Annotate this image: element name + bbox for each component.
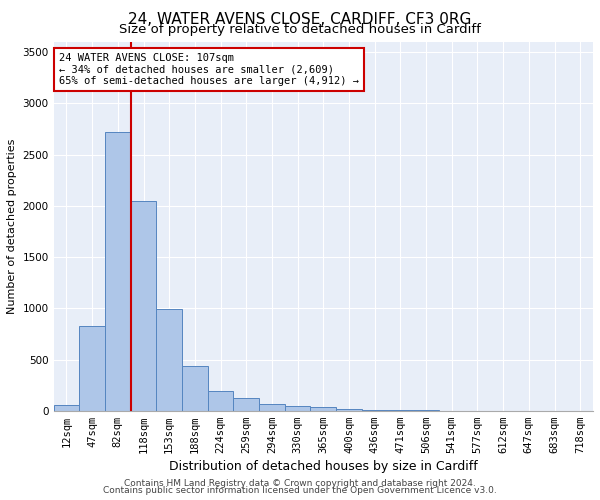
- Bar: [79, 326, 105, 411]
- Bar: [362, 410, 388, 411]
- Y-axis label: Number of detached properties: Number of detached properties: [7, 138, 17, 314]
- Bar: [157, 310, 182, 411]
- Bar: [285, 406, 310, 411]
- Text: Contains HM Land Registry data © Crown copyright and database right 2024.: Contains HM Land Registry data © Crown c…: [124, 478, 476, 488]
- Bar: [259, 404, 285, 411]
- Text: Size of property relative to detached houses in Cardiff: Size of property relative to detached ho…: [119, 22, 481, 36]
- Bar: [208, 391, 233, 411]
- Bar: [53, 405, 79, 411]
- Text: Contains public sector information licensed under the Open Government Licence v3: Contains public sector information licen…: [103, 486, 497, 495]
- Bar: [310, 407, 336, 411]
- Text: 24, WATER AVENS CLOSE, CARDIFF, CF3 0RG: 24, WATER AVENS CLOSE, CARDIFF, CF3 0RG: [128, 12, 472, 28]
- Bar: [182, 366, 208, 411]
- Bar: [233, 398, 259, 411]
- Bar: [105, 132, 131, 411]
- Text: 24 WATER AVENS CLOSE: 107sqm
← 34% of detached houses are smaller (2,609)
65% of: 24 WATER AVENS CLOSE: 107sqm ← 34% of de…: [59, 53, 359, 86]
- Bar: [336, 409, 362, 411]
- X-axis label: Distribution of detached houses by size in Cardiff: Distribution of detached houses by size …: [169, 460, 478, 473]
- Bar: [388, 410, 413, 411]
- Bar: [131, 200, 157, 411]
